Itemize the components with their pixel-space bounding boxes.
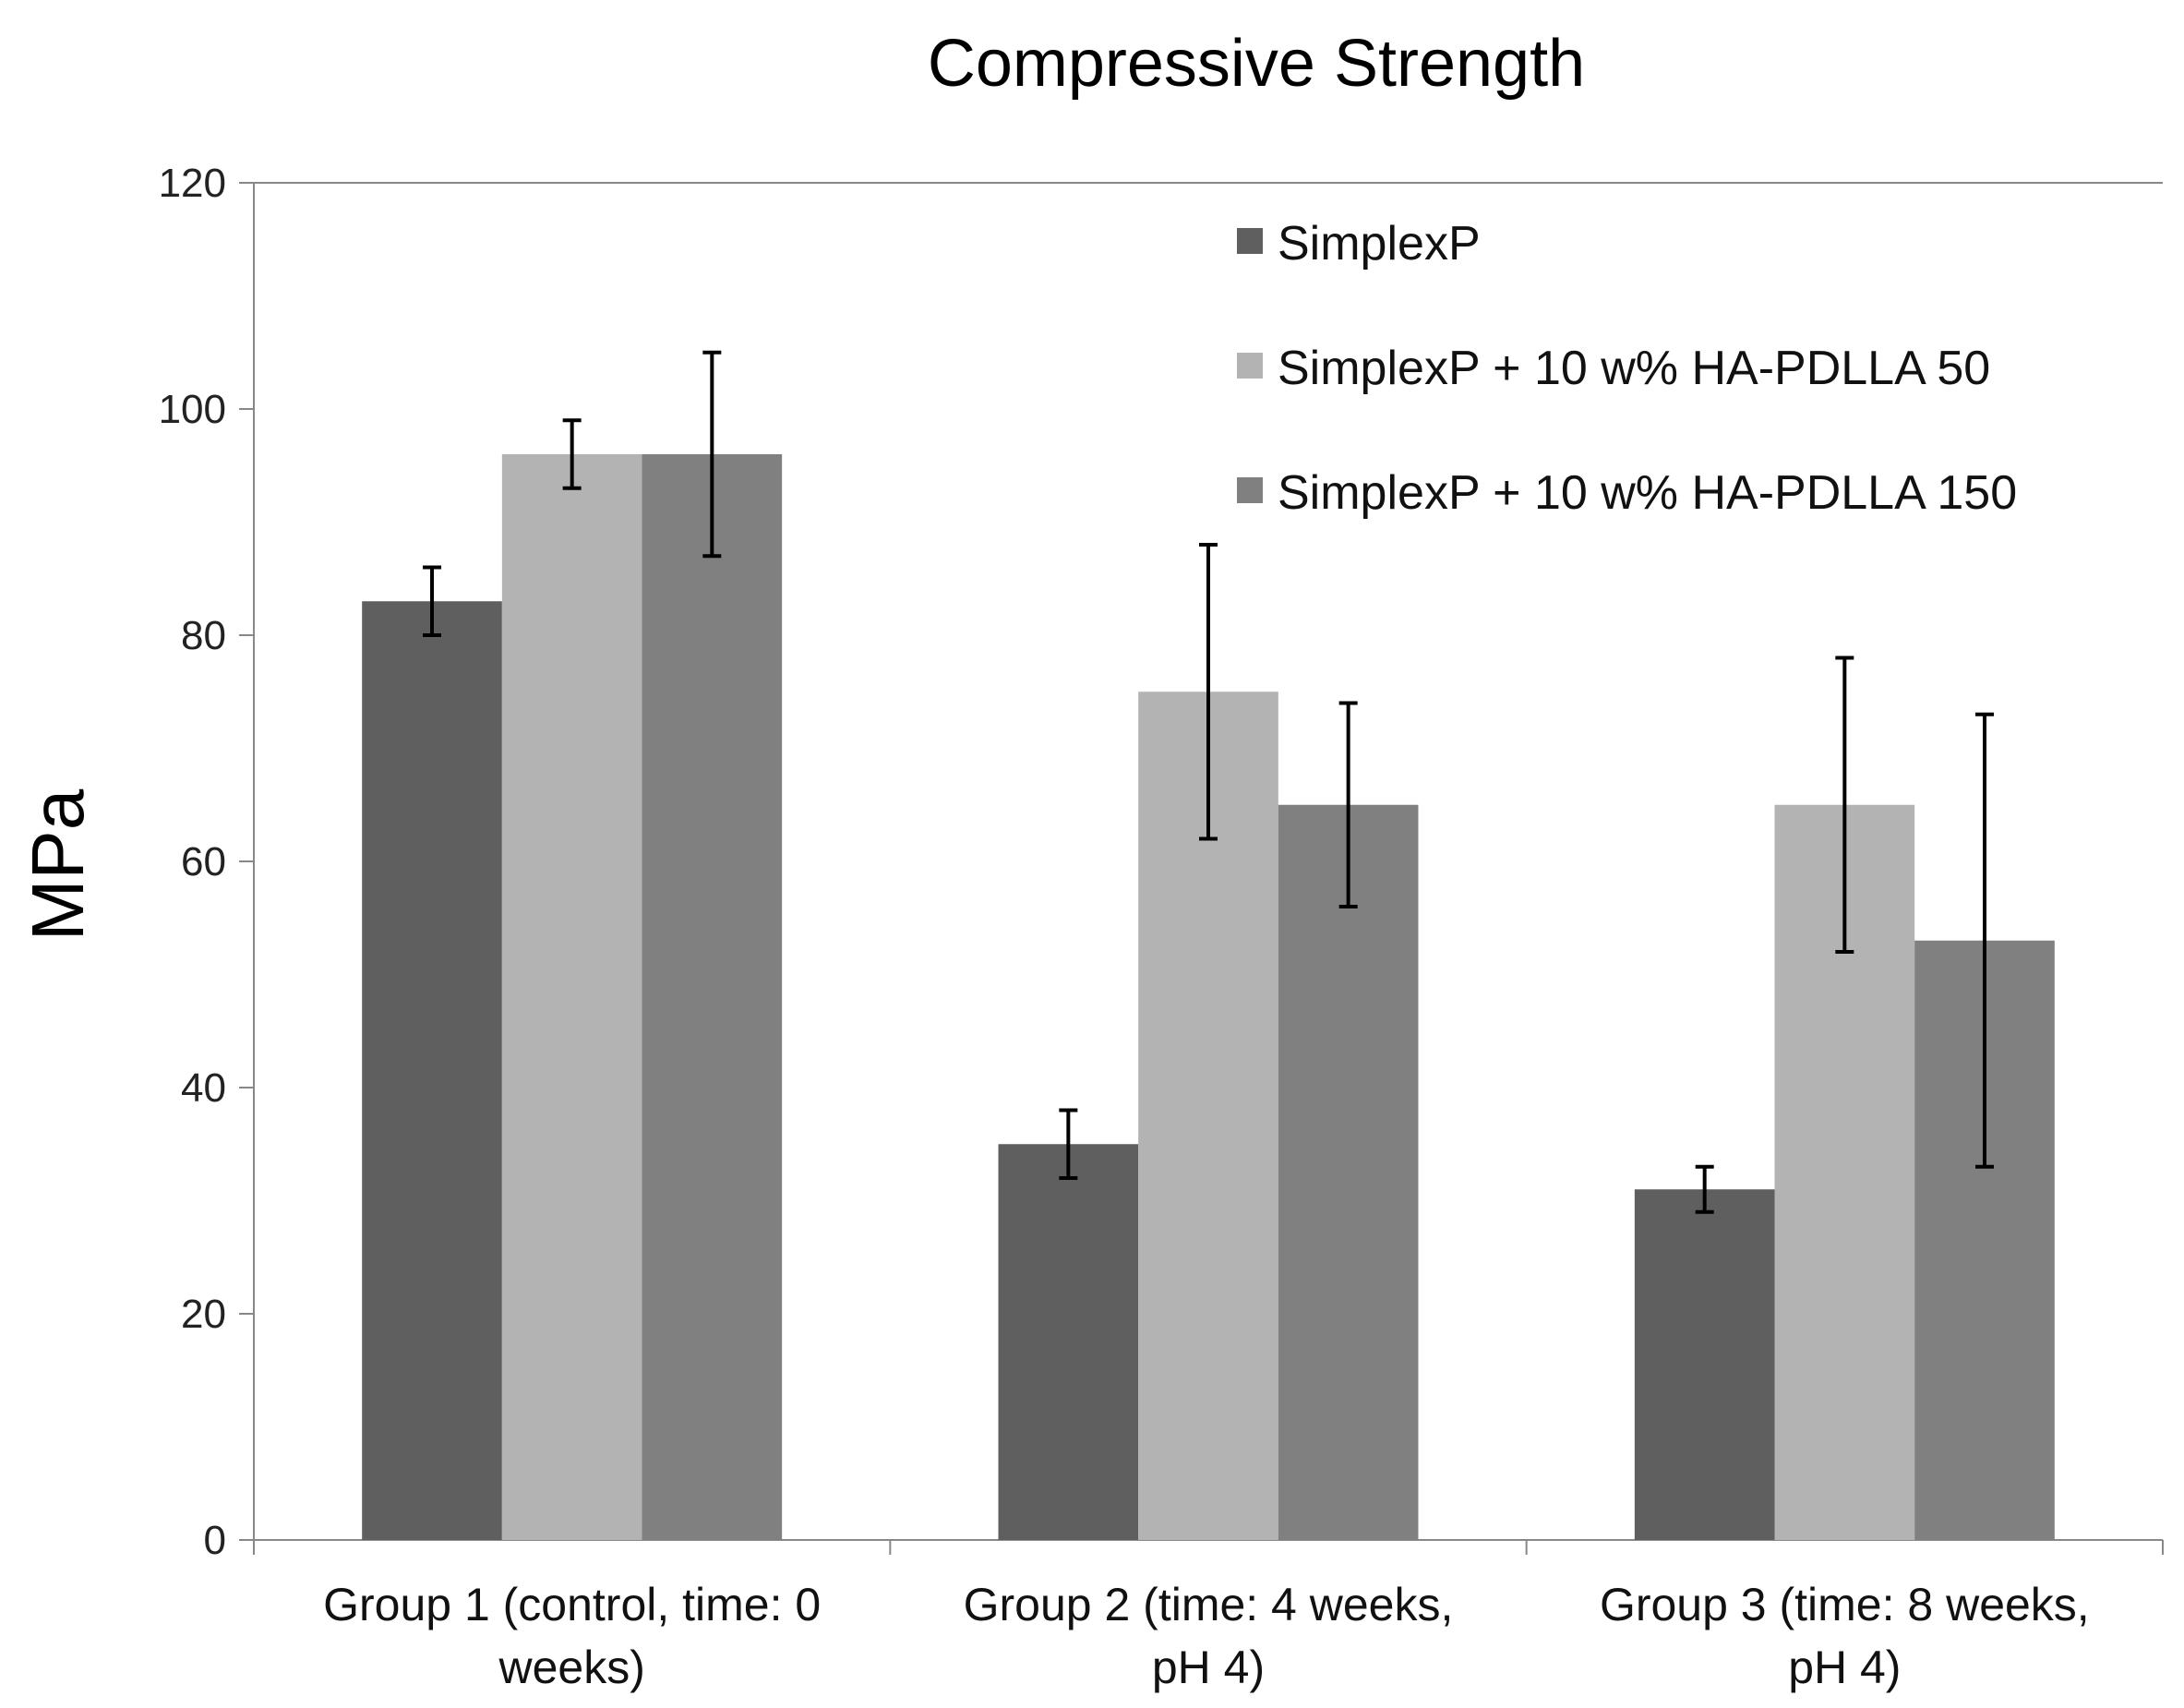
error-bars	[423, 350, 1994, 1214]
legend-swatch	[1237, 477, 1263, 503]
x-tick-label: Group 1 (control, time: 0	[323, 1579, 821, 1630]
y-tick-label: 80	[181, 613, 226, 658]
legend-label: SimplexP + 10 w% HA-PDLLA 150	[1278, 466, 2017, 520]
y-tick-label: 100	[159, 387, 226, 432]
x-tick-label: pH 4)	[1788, 1642, 1901, 1693]
legend-label: SimplexP	[1278, 217, 1481, 271]
y-tick-label: 20	[181, 1292, 226, 1337]
bars	[362, 454, 2055, 1540]
bar	[1634, 1189, 1775, 1540]
x-tick-label: Group 3 (time: 8 weeks,	[1600, 1579, 2090, 1630]
axes: 0 20 40 60 80 100 120 Group 1 (control, time: 0…	[159, 161, 2164, 1693]
bar	[642, 454, 783, 1540]
y-tick-label: 120	[159, 161, 226, 206]
y-tick-label: 60	[181, 839, 226, 884]
y-tick-label: 0	[204, 1518, 226, 1563]
bar	[998, 1144, 1139, 1540]
y-tick-label: 40	[181, 1065, 226, 1111]
legend: SimplexP SimplexP + 10 w% HA-PDLLA 50 Simp…	[1237, 217, 2017, 520]
chart-title: Compressive Strength	[928, 27, 1585, 101]
bar	[501, 454, 642, 1540]
x-tick-label: weeks)	[498, 1642, 644, 1693]
bar	[362, 601, 502, 1540]
bar	[1278, 804, 1419, 1540]
y-axis-label: MPa	[17, 788, 99, 941]
legend-swatch	[1237, 228, 1263, 254]
legend-swatch	[1237, 353, 1263, 379]
legend-label: SimplexP + 10 w% HA-PDLLA 50	[1278, 342, 1990, 395]
x-tick-label: Group 2 (time: 4 weeks,	[964, 1579, 1454, 1630]
x-tick-label: pH 4)	[1152, 1642, 1265, 1693]
